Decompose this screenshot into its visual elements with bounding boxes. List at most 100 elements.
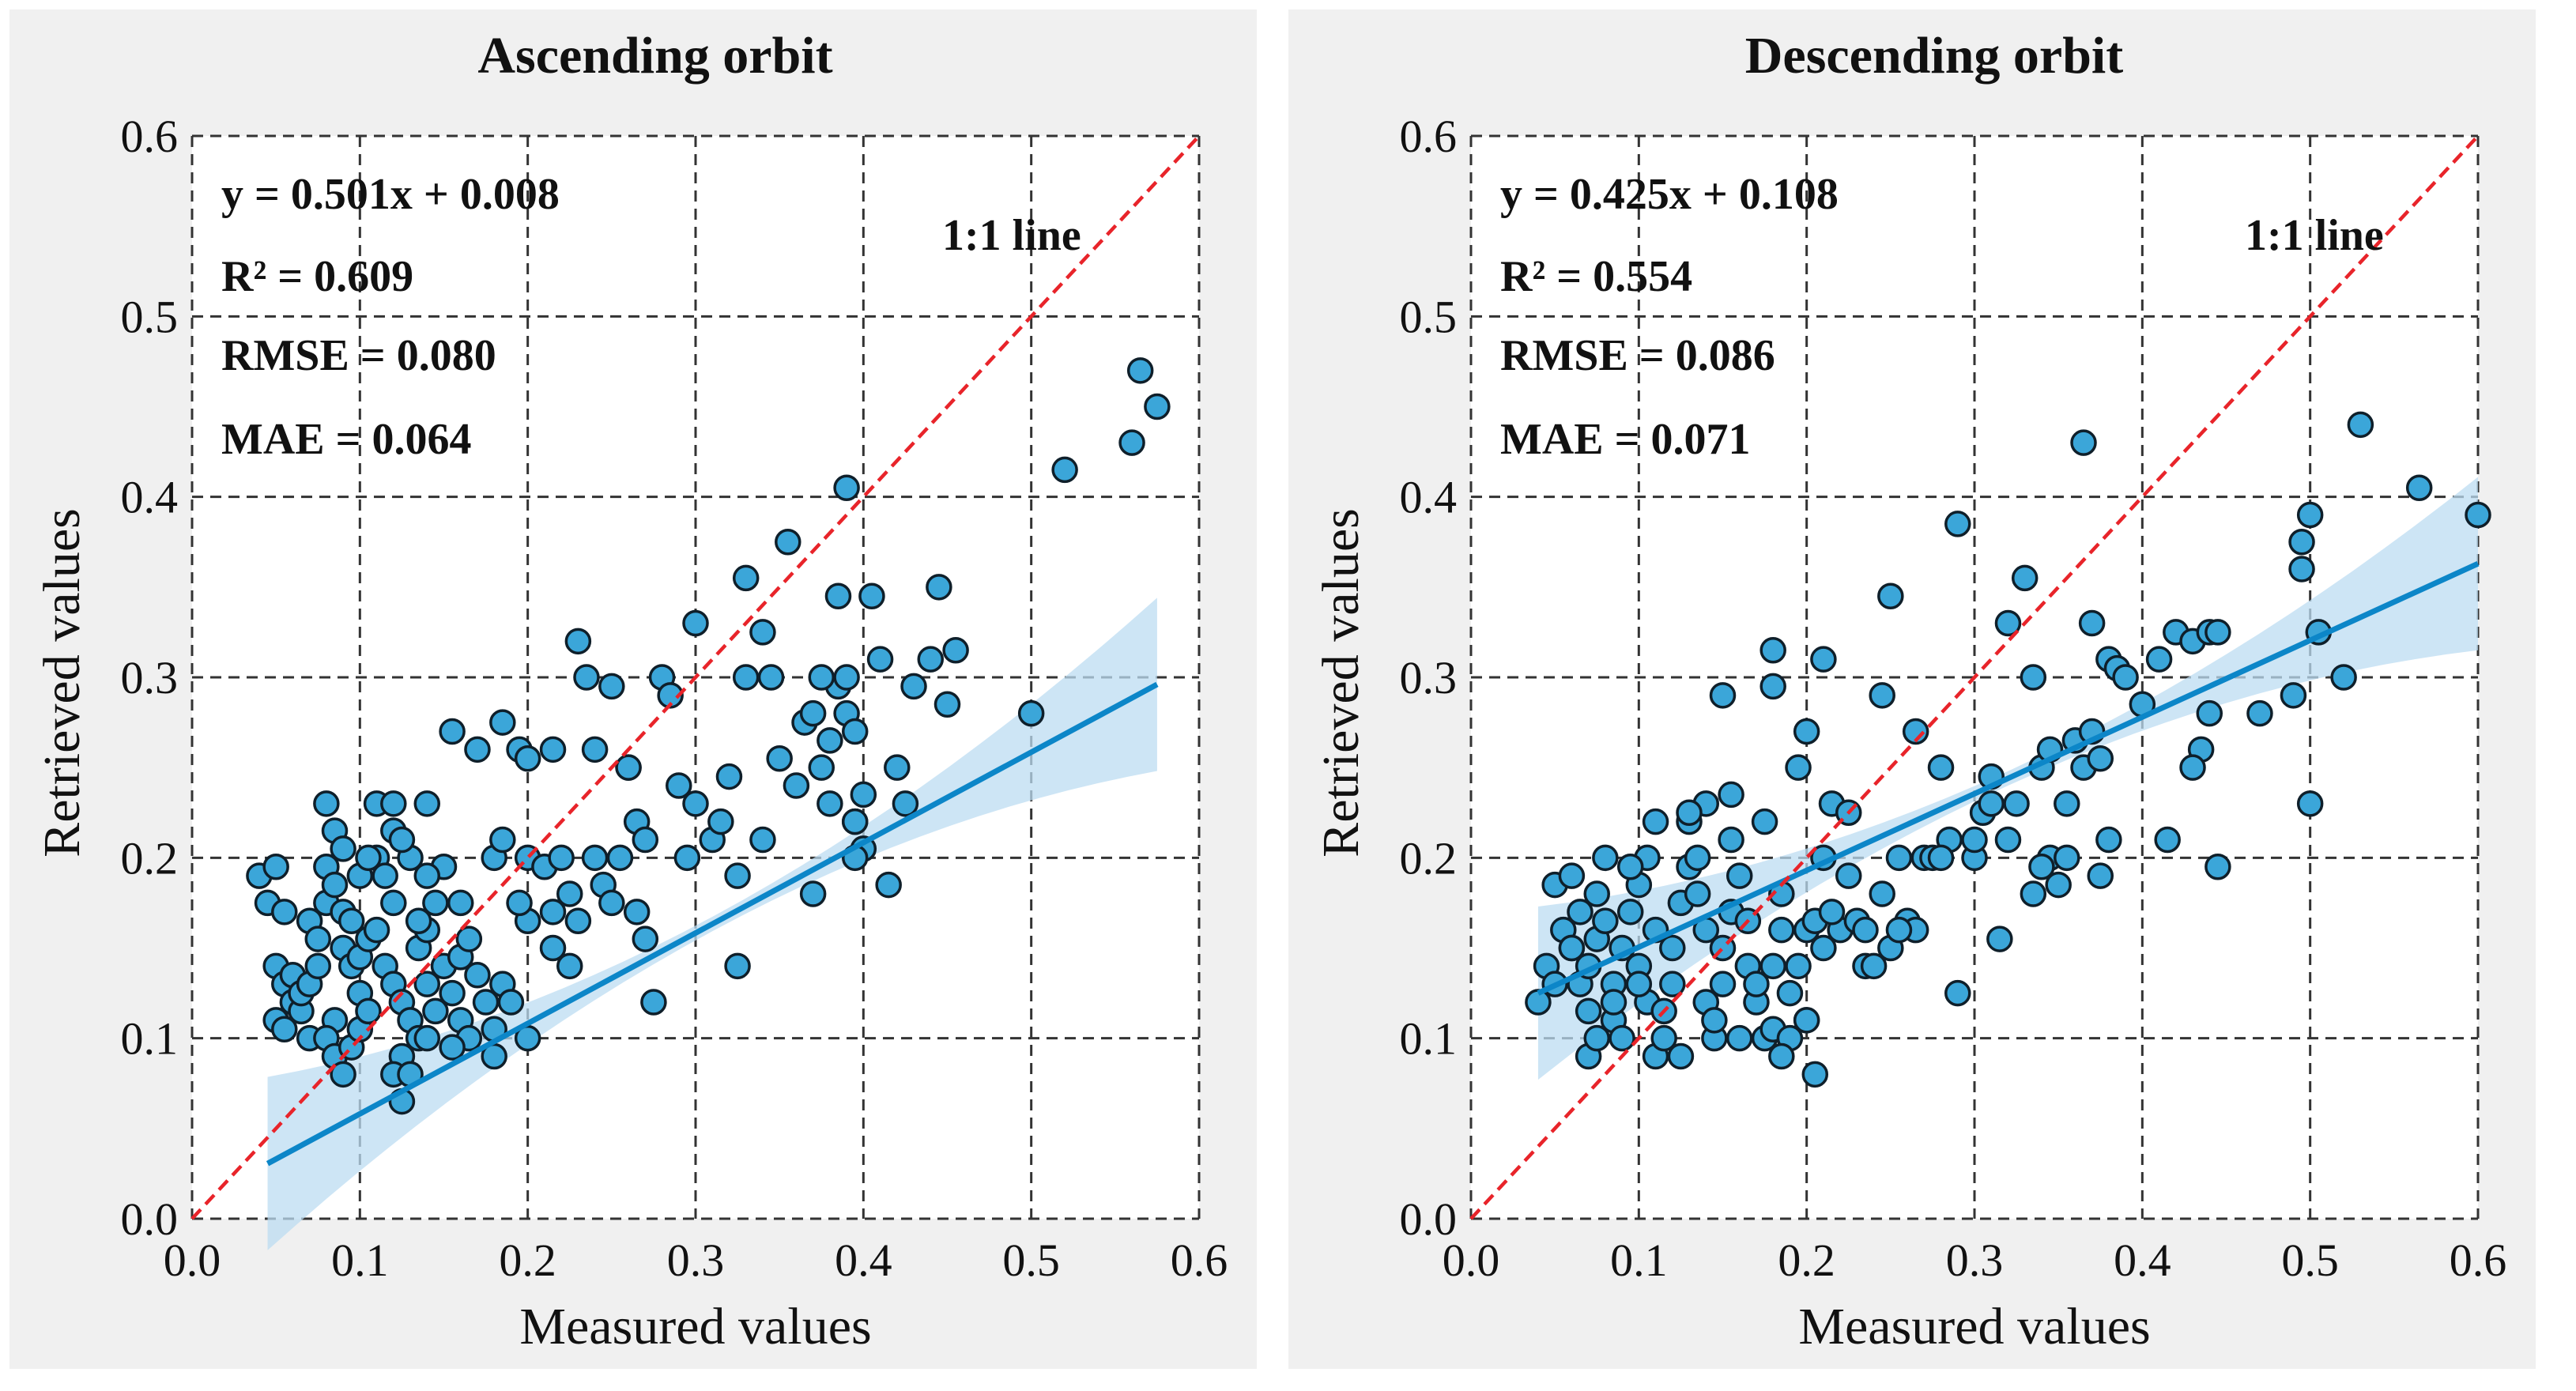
data-point	[413, 1024, 441, 1052]
data-point	[673, 844, 701, 872]
data-point	[2087, 745, 2114, 772]
data-point	[933, 691, 961, 718]
data-point	[2288, 556, 2315, 582]
data-point	[598, 889, 625, 917]
data-point	[2288, 529, 2315, 556]
data-point	[2246, 699, 2273, 727]
data-point	[1144, 393, 1171, 420]
x-tick-label: 0.6	[2450, 1235, 2507, 1286]
x-tick-label: 0.0	[164, 1235, 221, 1286]
data-point	[271, 899, 298, 925]
data-point	[1650, 1024, 1677, 1052]
x-tick-label: 0.1	[1610, 1235, 1668, 1286]
data-point	[2296, 501, 2324, 529]
data-point	[2020, 664, 2047, 691]
data-point	[363, 916, 390, 944]
data-point	[833, 474, 860, 501]
data-point	[1877, 582, 1904, 609]
data-point	[1768, 1042, 1795, 1070]
data-point	[1885, 916, 1913, 944]
data-point	[1616, 854, 1644, 880]
one-to-one-line	[1469, 134, 2480, 1220]
x-tick-label: 0.6	[1171, 1235, 1228, 1286]
data-point	[2280, 682, 2307, 709]
x-tick-label: 0.3	[1946, 1235, 2004, 1286]
data-point	[321, 871, 349, 899]
data-point	[304, 925, 331, 952]
data-point	[1759, 637, 1786, 664]
rmse: RMSE = 0.086	[1500, 331, 1775, 380]
data-point	[1776, 979, 1804, 1007]
data-point	[1592, 844, 1619, 872]
data-point	[1709, 971, 1737, 997]
data-point	[817, 790, 843, 817]
data-point	[1835, 862, 1862, 889]
one-to-one-label: 1:1 line	[2245, 211, 2384, 260]
data-point	[749, 826, 776, 854]
y-tick-label: 0.0	[121, 1193, 179, 1245]
data-point	[1558, 862, 1586, 889]
data-point	[271, 1016, 298, 1042]
stats-block: y = 0.501x + 0.008 R² = 0.609 RMSE = 0.0…	[221, 170, 560, 464]
data-point	[439, 1034, 466, 1061]
data-point	[1810, 646, 1837, 673]
data-point	[833, 664, 860, 691]
one-to-one-line	[190, 134, 1201, 1220]
data-point	[539, 736, 567, 763]
data-point	[1718, 826, 1744, 854]
y-tick-label: 0.3	[1400, 652, 1458, 703]
data-point	[313, 790, 340, 817]
data-point	[1118, 429, 1145, 456]
data-point	[2154, 826, 2181, 854]
data-point	[875, 871, 902, 899]
data-point	[1885, 844, 1913, 872]
data-point	[1869, 880, 1895, 907]
data-point	[514, 745, 541, 772]
data-point	[632, 925, 659, 952]
data-point	[942, 637, 969, 664]
data-point	[2330, 664, 2357, 691]
mae: MAE = 0.071	[1500, 415, 1751, 464]
data-point	[304, 952, 331, 980]
data-point	[1583, 880, 1610, 907]
data-point	[1609, 1024, 1635, 1052]
ascending-orbit-chart: 0.0 0.1 0.2 0.3 0.4 0.5 0.6 0.0 0.1 0.2 0.3 0.4 0.5 0…	[33, 27, 1228, 1355]
data-point	[2196, 699, 2223, 727]
data-point	[2028, 854, 2055, 880]
data-point	[1818, 899, 1846, 925]
y-axis-label: Retrieved values	[33, 508, 91, 858]
data-point	[1793, 1007, 1820, 1034]
data-point	[623, 899, 651, 925]
data-point	[1709, 682, 1737, 709]
data-point	[1759, 673, 1786, 700]
data-point	[707, 808, 734, 835]
data-point	[1558, 934, 1586, 962]
y-tick-label: 0.1	[1400, 1013, 1458, 1065]
x-axis-label: Measured values	[1798, 1298, 2150, 1355]
data-point	[1126, 357, 1154, 384]
data-point	[1051, 456, 1078, 484]
data-point	[1726, 1024, 1753, 1052]
y-tick-label: 0.0	[1400, 1193, 1458, 1245]
data-point	[900, 673, 927, 700]
mae: MAE = 0.064	[221, 415, 472, 464]
x-tick-label: 0.0	[1443, 1235, 1500, 1286]
data-point	[439, 979, 466, 1007]
data-point	[2204, 854, 2231, 880]
data-point	[355, 997, 382, 1025]
data-point	[464, 962, 491, 989]
data-point	[539, 899, 567, 925]
x-tick-label: 0.3	[667, 1235, 725, 1286]
data-point	[1642, 808, 1669, 835]
data-point	[581, 844, 609, 872]
data-point	[1592, 907, 1619, 934]
data-point	[2179, 754, 2206, 781]
x-tick-label: 0.4	[2114, 1235, 2171, 1286]
data-point	[892, 790, 919, 817]
data-point	[262, 854, 289, 880]
one-to-one-label: 1:1 line	[942, 211, 1081, 260]
data-point	[556, 952, 583, 980]
data-point	[657, 682, 684, 709]
data-point	[1994, 826, 2022, 854]
data-point	[2145, 646, 2173, 673]
